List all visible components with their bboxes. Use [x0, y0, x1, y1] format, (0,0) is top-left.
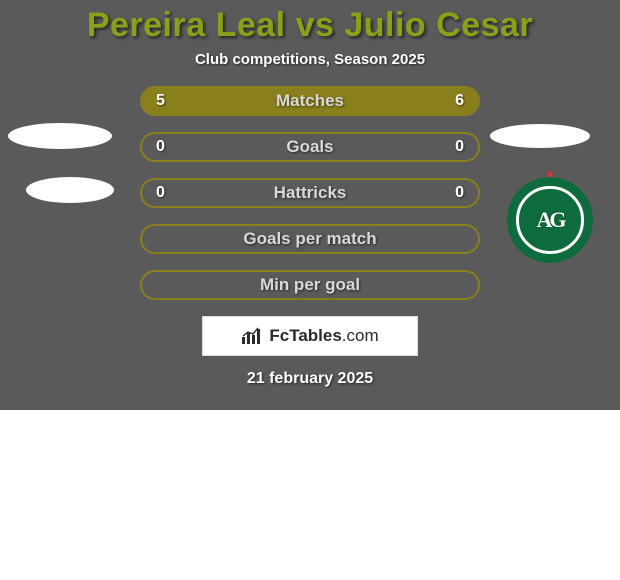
title-player1: Pereira Leal [87, 6, 286, 44]
date-line: 21 february 2025 [0, 370, 620, 398]
stat-row-mpg: Min per goal [140, 270, 480, 300]
stat-label: Hattricks [142, 180, 478, 206]
player-placeholder-ellipse [490, 124, 590, 148]
stat-label: Goals per match [142, 226, 478, 252]
stat-label: Min per goal [142, 272, 478, 298]
player-placeholder-ellipse [26, 177, 114, 203]
crest-letters: AG [507, 177, 593, 263]
club-crest: ★AG [507, 177, 593, 263]
stat-row-hattricks: 0 0Hattricks [140, 178, 480, 208]
stat-row-goals: 0 0Goals [140, 132, 480, 162]
stat-row-matches: 56Matches [140, 86, 480, 116]
source-logo: FcTables.com [202, 316, 418, 356]
bar-chart-icon [241, 327, 263, 345]
logo-text: FcTables.com [269, 326, 378, 346]
logo-text-light: .com [342, 326, 379, 345]
stat-value-right: 0 [455, 180, 464, 206]
subtitle: Club competitions, Season 2025 [0, 51, 620, 86]
stat-value-right: 6 [455, 88, 464, 114]
stat-row-gpm: Goals per match [140, 224, 480, 254]
bar-fill-right [293, 88, 478, 114]
stat-label: Goals [142, 134, 478, 160]
stat-value-left: 0 [156, 134, 165, 160]
page-title: Pereira Leal vs Julio Cesar [0, 4, 620, 51]
stat-value-left: 0 [156, 180, 165, 206]
player-placeholder-ellipse [8, 123, 112, 149]
stat-value-left: 5 [156, 88, 165, 114]
title-player2: Julio Cesar [344, 6, 533, 44]
stat-value-right: 0 [455, 134, 464, 160]
logo-text-strong: FcTables [269, 326, 341, 345]
title-vs: vs [296, 6, 335, 44]
